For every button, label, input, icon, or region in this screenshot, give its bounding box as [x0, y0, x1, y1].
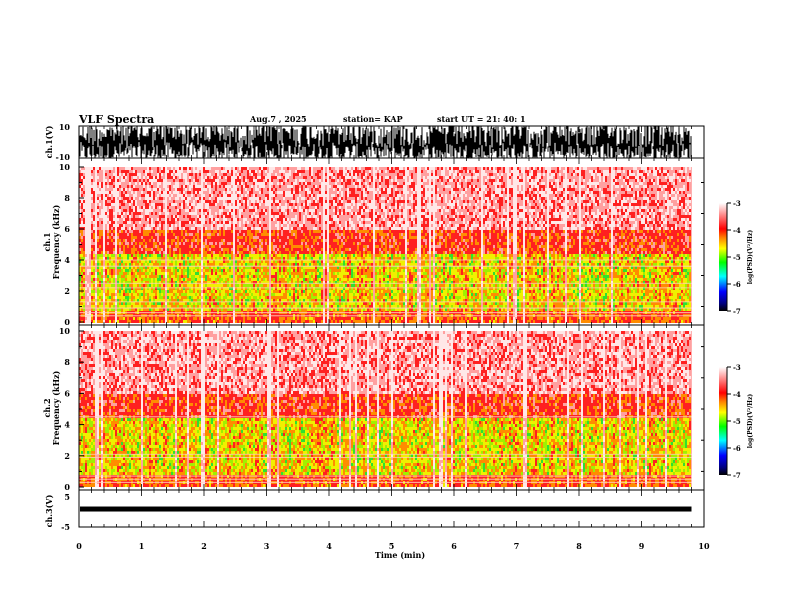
- colorbar-tick-label: -6: [733, 444, 741, 453]
- ch3-waveform-trace: [80, 507, 692, 512]
- x-tick-label: 9: [639, 541, 645, 551]
- ch3-waveform-ylabel: ch.3(V): [44, 494, 54, 527]
- date-label: Aug.7 , 2025: [249, 114, 307, 124]
- x-tick-label: 4: [326, 541, 332, 551]
- colorbar-tick-label: -3: [733, 363, 741, 372]
- ch1-waveform-line: [80, 126, 691, 158]
- colorbar-tick-label: -5: [733, 417, 741, 426]
- colorbar-gradient: [719, 203, 727, 311]
- figure-title: VLF Spectra: [78, 113, 154, 126]
- x-tick-label: 0: [76, 541, 82, 551]
- start-time-label: start UT = 21: 40: 1: [437, 114, 526, 124]
- ch2-colorbar: -3 -4 -5 -6 -7 log(PSD)(V²/Hz): [719, 363, 754, 480]
- y-tick-label: 2: [64, 451, 70, 461]
- ch2-spectrogram-ylabel-2: Frequency (kHz): [51, 370, 61, 445]
- ch1-waveform-ylabel: ch.1(V): [44, 125, 54, 158]
- ch3-ytick-bottom: -5: [61, 522, 70, 532]
- ch3-ytick-top: 5: [64, 492, 70, 502]
- colorbar-tick-label: -4: [733, 226, 741, 235]
- y-tick-label: 0: [64, 482, 70, 492]
- ch1-colorbar: -3 -4 -5 -6 -7 log(PSD)(V²/Hz): [719, 199, 754, 316]
- y-tick-label: 8: [64, 193, 70, 203]
- colorbar-label: log(PSD)(V²/Hz): [747, 230, 754, 285]
- x-tick-label: 6: [451, 541, 457, 551]
- ch1-waveform-trace: [80, 126, 691, 158]
- y-tick-label: 10: [59, 162, 71, 172]
- ch3-waveform-line: [80, 507, 692, 512]
- y-tick-label: 8: [64, 357, 70, 367]
- y-tick-label: 10: [59, 326, 71, 336]
- ch1-waveform-panel: 10 -10 ch.1(V): [44, 122, 704, 162]
- ch2-spectrogram-image: [79, 331, 692, 487]
- x-tick-label: 2: [201, 541, 207, 551]
- y-tick-label: 6: [64, 224, 70, 234]
- x-tick-label: 10: [698, 541, 710, 551]
- x-tick-label: 1: [139, 541, 145, 551]
- x-tick-label: 3: [264, 541, 270, 551]
- ch1-spectrogram-image: [79, 167, 692, 323]
- colorbar-label: log(PSD)(V²/Hz): [747, 394, 754, 449]
- colorbar-tick-label: -7: [733, 307, 741, 316]
- ch1-ytick-top: 10: [59, 122, 71, 132]
- colorbar-tick-label: -3: [733, 199, 741, 208]
- ch1-ytick-bottom: -10: [56, 152, 71, 162]
- colorbar-tick-label: -4: [733, 390, 741, 399]
- ch3-waveform-panel: 5 -5 ch.3(V): [44, 490, 704, 532]
- colorbar-gradient: [719, 367, 727, 475]
- y-tick-label: 4: [64, 420, 70, 430]
- y-tick-label: 6: [64, 388, 70, 398]
- x-tick-label: 7: [514, 541, 520, 551]
- station-label: station= KAP: [343, 114, 403, 124]
- y-tick-label: 4: [64, 255, 70, 265]
- x-tick-label: 8: [576, 541, 582, 551]
- x-axis-label: Time (min): [375, 550, 425, 560]
- ch1-spectrogram-ylabel-2: Frequency (kHz): [51, 204, 61, 279]
- colorbar-tick-label: -6: [733, 280, 741, 289]
- colorbar-tick-label: -5: [733, 253, 741, 262]
- colorbar-tick-label: -7: [733, 471, 741, 480]
- y-tick-label: 2: [64, 286, 70, 296]
